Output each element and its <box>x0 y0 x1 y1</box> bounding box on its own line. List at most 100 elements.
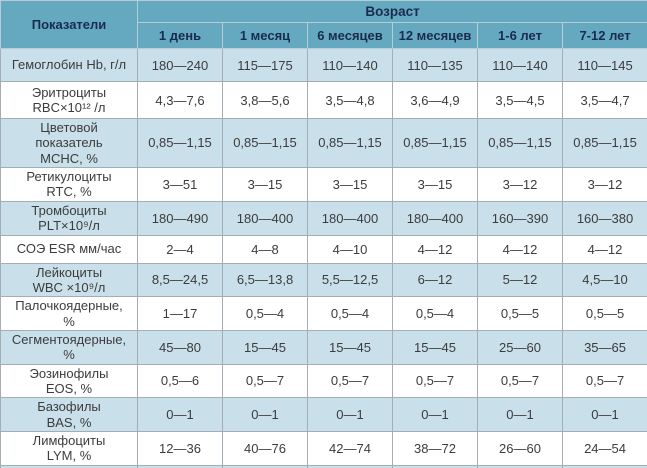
row-label: Эозинофилы EOS, % <box>0 363 138 399</box>
row-label: Палочкоядерные, % <box>0 296 138 331</box>
value-cell: 2—4 <box>137 234 223 264</box>
value-cell: 0,5—7 <box>222 363 308 399</box>
value-cell: 0,5—7 <box>561 363 647 399</box>
value-cell: 4—8 <box>222 234 308 264</box>
age-group-header: Возраст <box>136 0 647 23</box>
value-cell: 110—145 <box>561 48 647 82</box>
value-cell: 15—45 <box>392 329 478 365</box>
value-cell: 8,5—24,5 <box>137 262 223 298</box>
value-cell: 180—490 <box>137 200 223 236</box>
value-cell: 15—45 <box>222 329 308 365</box>
value-cell: 3,8—5,6 <box>222 81 308 119</box>
row-label: СОЭ ESR мм/час <box>0 234 138 264</box>
value-cell: 0,85—1,15 <box>222 118 308 168</box>
value-cell: 0,85—1,15 <box>561 118 647 168</box>
value-cell: 4,3—7,6 <box>137 81 223 119</box>
value-cell: 0,5—5 <box>477 296 563 331</box>
value-cell: 15—45 <box>307 329 393 365</box>
value-cell: 25—60 <box>477 329 563 365</box>
table-row-erythrocytes: Эритроциты RBC×10¹² /л 4,3—7,6 3,8—5,6 3… <box>0 81 647 119</box>
value-cell: 4—12 <box>392 234 478 264</box>
table-row-segmented-neutrophils: Сегментоядерные, % 45—80 15—45 15—45 15—… <box>0 329 647 365</box>
value-cell: 3—12 <box>477 166 563 202</box>
value-cell: 0,5—4 <box>307 296 393 331</box>
age-column-header-1-month: 1 месяц <box>222 22 308 49</box>
age-column-header-1-6-years: 1-6 лет <box>477 22 563 49</box>
table-row-reticulocytes: Ретикулоциты RTC, % 3—51 3—15 3—15 3—15 … <box>0 166 647 202</box>
table-row-color-index: Цветовой показатель MCHC, % 0,85—1,15 0,… <box>0 118 647 168</box>
value-cell: 6,5—13,8 <box>222 262 308 298</box>
value-cell: 0—1 <box>137 397 223 432</box>
value-cell: 5,5—12,5 <box>307 262 393 298</box>
value-cell: 1—17 <box>137 296 223 331</box>
row-label: Эритроциты RBC×10¹² /л <box>0 81 138 119</box>
value-cell: 0,5—7 <box>392 363 478 399</box>
row-label: Сегментоядерные, % <box>0 329 138 365</box>
value-cell: 4—12 <box>561 234 647 264</box>
age-column-header-6-months: 6 месяцев <box>307 22 393 49</box>
row-label: Базофилы BAS, % <box>0 397 138 432</box>
table-row-basophils: Базофилы BAS, % 0—1 0—1 0—1 0—1 0—1 0—1 <box>0 397 647 432</box>
age-column-header-12-months: 12 месяцев <box>392 22 478 49</box>
row-label: Цветовой показатель MCHC, % <box>0 118 138 168</box>
value-cell: 110—140 <box>477 48 563 82</box>
value-cell: 38—72 <box>392 430 478 466</box>
value-cell: 0,5—6 <box>137 363 223 399</box>
value-cell: 4,5—10 <box>561 262 647 298</box>
value-cell: 110—135 <box>392 48 478 82</box>
table-row-eosinophils: Эозинофилы EOS, % 0,5—6 0,5—7 0,5—7 0,5—… <box>0 363 647 399</box>
value-cell: 115—175 <box>222 48 308 82</box>
value-cell: 40—76 <box>222 430 308 466</box>
value-cell: 3—15 <box>392 166 478 202</box>
value-cell: 3—15 <box>222 166 308 202</box>
value-cell: 6—12 <box>392 262 478 298</box>
table-row-platelets: Тромбоциты PLT×10⁹/л 180—490 180—400 180… <box>0 200 647 236</box>
value-cell: 3,6—4,9 <box>392 81 478 119</box>
value-cell: 180—400 <box>392 200 478 236</box>
row-label: Тромбоциты PLT×10⁹/л <box>0 200 138 236</box>
value-cell: 4—10 <box>307 234 393 264</box>
value-cell: 0—1 <box>307 397 393 432</box>
value-cell: 4—12 <box>477 234 563 264</box>
row-label: Ретикулоциты RTC, % <box>0 166 138 202</box>
value-cell: 0—1 <box>477 397 563 432</box>
value-cell: 0,85—1,15 <box>137 118 223 168</box>
table-row-esr: СОЭ ESR мм/час 2—4 4—8 4—10 4—12 4—12 4—… <box>0 234 647 264</box>
indicators-column-header: Показатели <box>0 0 138 49</box>
value-cell: 45—80 <box>137 329 223 365</box>
value-cell: 0,5—4 <box>222 296 308 331</box>
value-cell: 0—1 <box>392 397 478 432</box>
value-cell: 3,5—4,8 <box>307 81 393 119</box>
table-row-leukocytes: Лейкоциты WBC ×10⁹/л 8,5—24,5 6,5—13,8 5… <box>0 262 647 298</box>
age-column-header-1-day: 1 день <box>137 22 223 49</box>
value-cell: 42—74 <box>307 430 393 466</box>
value-cell: 0,5—7 <box>477 363 563 399</box>
table-row-monocytes: Моноциты MON, % 2—12 2—12 2—12 2—12 2—10… <box>0 464 647 468</box>
value-cell: 35—65 <box>561 329 647 365</box>
value-cell: 3—12 <box>561 166 647 202</box>
value-cell: 0—1 <box>561 397 647 432</box>
value-cell: 12—36 <box>137 430 223 466</box>
value-cell: 0,5—7 <box>307 363 393 399</box>
value-cell: 160—380 <box>561 200 647 236</box>
table-row-lymphocytes: Лимфоциты LYM, % 12—36 40—76 42—74 38—72… <box>0 430 647 466</box>
value-cell: 0,85—1,15 <box>477 118 563 168</box>
value-cell: 26—60 <box>477 430 563 466</box>
table-row-band-neutrophils: Палочкоядерные, % 1—17 0,5—4 0,5—4 0,5—4… <box>0 296 647 331</box>
row-label: Лимфоциты LYM, % <box>0 430 138 466</box>
value-cell: 0—1 <box>222 397 308 432</box>
value-cell: 180—240 <box>137 48 223 82</box>
value-cell: 180—400 <box>307 200 393 236</box>
value-cell: 0,85—1,15 <box>392 118 478 168</box>
value-cell: 0,5—4 <box>392 296 478 331</box>
table-row-hemoglobin: Гемоглобин Hb, г/л 180—240 115—175 110—1… <box>0 48 647 82</box>
value-cell: 5—12 <box>477 262 563 298</box>
value-cell: 3,5—4,7 <box>561 81 647 119</box>
value-cell: 0,5—5 <box>561 296 647 331</box>
value-cell: 160—390 <box>477 200 563 236</box>
row-label: Лейкоциты WBC ×10⁹/л <box>0 262 138 298</box>
value-cell: 3,5—4,5 <box>477 81 563 119</box>
age-column-header-7-12-years: 7-12 лет <box>561 22 647 49</box>
